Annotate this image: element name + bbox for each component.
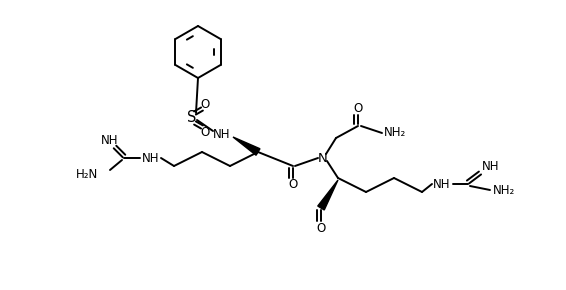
Text: N: N xyxy=(318,151,328,164)
Text: O: O xyxy=(353,102,363,115)
Polygon shape xyxy=(318,180,338,210)
Text: NH: NH xyxy=(101,133,119,146)
Text: NH: NH xyxy=(142,151,160,164)
Text: H₂N: H₂N xyxy=(76,168,98,180)
Text: O: O xyxy=(316,222,325,235)
Text: NH: NH xyxy=(433,177,451,191)
Text: NH: NH xyxy=(213,128,231,140)
Text: S: S xyxy=(187,110,197,126)
Text: NH: NH xyxy=(482,160,500,173)
Text: NH₂: NH₂ xyxy=(384,126,406,139)
Text: O: O xyxy=(288,179,298,191)
Text: O: O xyxy=(200,97,209,110)
Text: O: O xyxy=(200,126,209,139)
Polygon shape xyxy=(233,137,260,155)
Text: NH₂: NH₂ xyxy=(493,184,515,197)
